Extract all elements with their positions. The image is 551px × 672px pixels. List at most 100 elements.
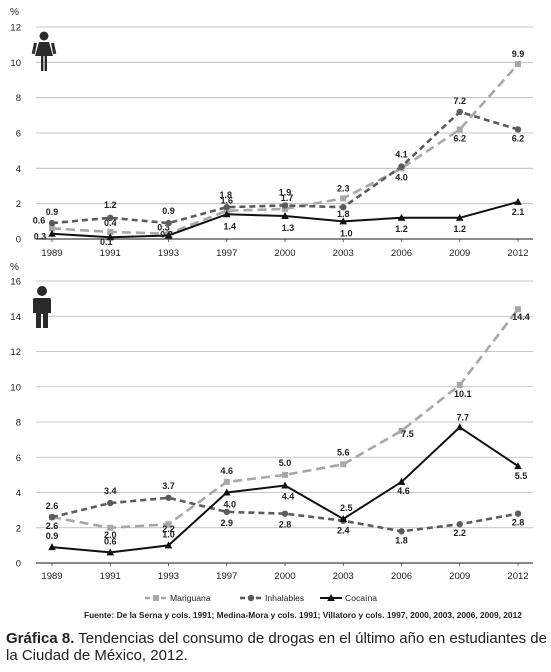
y-tick-label: 4 — [16, 488, 21, 499]
series-cocaina: 0.9 0.6 1.0 4.0 4.4 2.5 4.6 7.7 5.5 — [46, 412, 528, 556]
data-point-cocaina — [222, 210, 231, 218]
data-point-cocaina — [106, 548, 115, 556]
data-point-cocaina — [397, 213, 406, 221]
data-point-cocaina — [514, 197, 522, 205]
y-tick-label: 0 — [16, 235, 21, 246]
data-point-cocaina — [164, 541, 173, 549]
x-tick-label: 1989 — [41, 248, 62, 259]
data-label-mariguana: 9.9 — [512, 49, 525, 59]
data-label-inhalables: 3.7 — [162, 481, 175, 491]
data-label-cocaina: 1.2 — [395, 224, 408, 234]
y-tick-label: 6 — [16, 129, 21, 140]
data-point-cocaina — [281, 481, 289, 489]
data-point-inhalables — [281, 510, 289, 517]
series-inhalables: 0.9 1.2 0.9 1.8 1.9 1.8 4.1 7.2 6.2 — [46, 96, 525, 227]
x-tick-label: 2009 — [449, 248, 470, 259]
legend-label-inhalables: Inhalables — [265, 593, 304, 603]
data-point-cocaina — [222, 488, 231, 496]
data-label-mariguana: 4.0 — [395, 172, 408, 182]
data-point-inhalables — [398, 528, 405, 535]
data-point-inhalables — [456, 108, 463, 116]
data-label-mariguana: 4.6 — [220, 466, 233, 476]
data-label-inhalables: 4.1 — [395, 150, 408, 160]
legend-label-mariguana: Mariguana — [170, 593, 211, 603]
data-label-inhalables: 6.2 — [512, 133, 525, 143]
data-label-mariguana: 10.1 — [454, 389, 472, 399]
y-tick-label: 2 — [16, 199, 21, 210]
x-tick-label: 1991 — [100, 248, 121, 259]
data-label-cocaina: 0.6 — [104, 536, 117, 546]
data-label-cocaina: 0.3 — [34, 232, 47, 242]
data-point-inhalables — [165, 219, 172, 227]
data-label-mariguana: 0.6 — [33, 215, 46, 225]
data-label-cocaina: 4.4 — [282, 491, 295, 501]
data-label-cocaina: 5.5 — [515, 471, 528, 481]
data-label-inhalables: 1.9 — [279, 187, 292, 197]
data-point-mariguana — [107, 524, 114, 531]
data-point-mariguana — [398, 427, 405, 434]
data-label-inhalables: 1.2 — [104, 200, 117, 210]
data-point-cocaina — [397, 477, 406, 485]
data-label-mariguana: 6.2 — [453, 133, 466, 143]
data-point-mariguana — [282, 471, 288, 478]
data-label-cocaina: 0.1 — [100, 237, 113, 247]
data-point-mariguana — [165, 521, 172, 528]
legend-label-cocaina: Cocaína — [345, 593, 377, 603]
data-point-inhalables — [340, 204, 347, 211]
x-tick-label: 2006 — [391, 571, 412, 582]
y-tick-label: 4 — [16, 164, 21, 175]
data-point-mariguana — [223, 478, 230, 485]
data-label-mariguana: 1.7 — [281, 193, 294, 203]
legend-marker-mariguana — [153, 595, 159, 601]
data-point-cocaina — [339, 217, 348, 225]
source-note: Fuente: De la Serna y cols. 1991; Medina… — [84, 610, 522, 620]
data-label-cocaina: 7.7 — [456, 412, 469, 422]
data-point-cocaina — [455, 423, 464, 431]
data-point-cocaina — [106, 233, 115, 241]
y-axis-unit: % — [10, 262, 19, 273]
data-label-inhalables: 1.8 — [219, 190, 232, 200]
x-tick-label: 1993 — [158, 571, 179, 582]
data-label-mariguana: 0.3 — [157, 223, 170, 233]
y-tick-label: 16 — [10, 277, 21, 288]
x-tick-label: 2000 — [274, 571, 295, 582]
caption-label: Gráfica 8. — [6, 630, 75, 647]
x-tick-label: 1989 — [41, 571, 62, 582]
x-tick-label: 2009 — [449, 571, 470, 582]
y-tick-label: 6 — [16, 453, 21, 464]
x-tick-label: 2012 — [507, 248, 528, 259]
data-point-inhalables — [107, 499, 114, 507]
data-label-cocaina: 2.5 — [340, 503, 353, 513]
y-tick-label: 8 — [16, 418, 21, 429]
caption-text: Tendencias del consumo de drogas en el ú… — [6, 630, 547, 664]
y-tick-label: 10 — [10, 382, 21, 393]
series-mariguana: 2.6 2.0 2.2 4.6 5.0 5.6 7.5 10.1 14.4 — [46, 306, 530, 540]
x-tick-label: 1997 — [216, 248, 237, 259]
data-label-cocaina: 1.4 — [223, 221, 236, 231]
y-tick-label: 8 — [16, 93, 21, 104]
data-point-cocaina — [281, 212, 289, 220]
x-tick-label: 1993 — [158, 248, 179, 259]
data-label-cocaina: 0.2 — [160, 229, 173, 239]
data-label-cocaina: 4.6 — [397, 486, 410, 496]
data-point-mariguana — [49, 225, 55, 232]
series-line-mariguana — [51, 308, 520, 530]
data-label-cocaina: 1.2 — [453, 224, 466, 234]
x-tick-label: 2003 — [333, 571, 354, 582]
data-label-mariguana: 1.6 — [220, 196, 233, 206]
data-point-cocaina — [339, 514, 348, 522]
data-point-cocaina — [164, 231, 173, 239]
y-tick-label: 14 — [10, 312, 21, 323]
female-person-icon — [31, 31, 57, 71]
data-label-inhalables: 7.2 — [453, 96, 466, 106]
data-point-inhalables — [48, 219, 56, 227]
data-point-cocaina — [48, 229, 56, 237]
data-label-inhalables: 1.8 — [395, 535, 408, 545]
data-label-inhalables: 2.6 — [46, 501, 59, 511]
data-point-inhalables — [223, 204, 230, 211]
data-label-mariguana: 0.4 — [104, 218, 117, 228]
y-tick-label: 2 — [16, 523, 21, 534]
data-point-mariguana — [340, 195, 347, 202]
data-label-mariguana: 2.0 — [104, 530, 117, 540]
